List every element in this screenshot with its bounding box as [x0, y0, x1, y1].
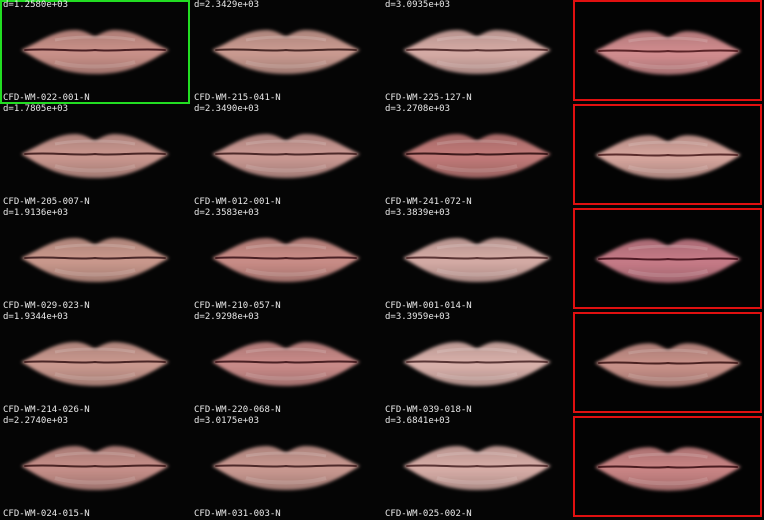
image-name-label: CFD-WM-031-003-N [194, 509, 281, 519]
image-name-label: CFD-WM-022-001-N [3, 93, 90, 103]
lip-thumbnail [397, 222, 557, 294]
image-name-label: CFD-WM-215-041-N [194, 93, 281, 103]
result-tile[interactable]: d=3.6841e+03 CFD-WM-025-002-N [382, 416, 572, 520]
lip-thumbnail [15, 326, 175, 398]
result-tile[interactable]: d=1.9344e+03 CFD-WM-214-026-N [0, 312, 190, 416]
query-image-tile[interactable] [573, 208, 762, 309]
image-name-label: CFD-WM-024-015-N [3, 509, 90, 519]
result-tile[interactable]: d=3.2708e+03 CFD-WM-241-072-N [382, 104, 572, 208]
image-name-label: CFD-WM-039-018-N [385, 405, 472, 415]
result-tile[interactable]: d=2.3583e+03 CFD-WM-210-057-N [191, 208, 381, 312]
lip-thumbnail [15, 222, 175, 294]
distance-label: d=1.2580e+03 [3, 0, 69, 10]
image-name-label: CFD-WM-220-068-N [194, 405, 281, 415]
lip-thumbnail [206, 14, 366, 86]
lip-thumbnail [15, 118, 175, 190]
result-tile[interactable]: d=2.2740e+03 CFD-WM-024-015-N [0, 416, 190, 520]
distance-label: d=3.3959e+03 [385, 312, 451, 322]
lip-thumbnail [206, 326, 366, 398]
lip-thumbnail [206, 118, 366, 190]
result-tile[interactable]: d=1.7805e+03 CFD-WM-205-007-N [0, 104, 190, 208]
distance-label: d=2.3490e+03 [194, 104, 260, 114]
result-tile[interactable]: d=2.3429e+03 CFD-WM-215-041-N [191, 0, 381, 104]
distance-label: d=2.9298e+03 [194, 312, 260, 322]
distance-label: d=2.2740e+03 [3, 416, 69, 426]
result-tile[interactable]: d=2.3490e+03 CFD-WM-012-001-N [191, 104, 381, 208]
lip-thumbnail [397, 118, 557, 190]
image-name-label: CFD-WM-210-057-N [194, 301, 281, 311]
image-name-label: CFD-WM-012-001-N [194, 197, 281, 207]
lip-thumbnail [397, 326, 557, 398]
distance-label: d=1.7805e+03 [3, 104, 69, 114]
image-name-label: CFD-WM-214-026-N [3, 405, 90, 415]
image-name-label: CFD-WM-001-014-N [385, 301, 472, 311]
result-tile[interactable]: d=1.2580e+03 CFD-WM-022-001-N [0, 0, 190, 104]
query-lip-thumbnail [589, 222, 747, 296]
distance-label: d=3.0935e+03 [385, 0, 451, 10]
distance-label: d=2.3429e+03 [194, 0, 260, 10]
image-name-label: CFD-WM-225-127-N [385, 93, 472, 103]
image-name-label: CFD-WM-025-002-N [385, 509, 472, 519]
image-name-label: CFD-WM-205-007-N [3, 197, 90, 207]
query-image-tile[interactable] [573, 104, 762, 205]
result-tile[interactable]: d=3.0935e+03 CFD-WM-225-127-N [382, 0, 572, 104]
result-tile[interactable]: d=3.0175e+03 CFD-WM-031-003-N [191, 416, 381, 520]
distance-label: d=3.2708e+03 [385, 104, 451, 114]
query-lip-thumbnail [589, 430, 747, 504]
distance-label: d=1.9344e+03 [3, 312, 69, 322]
query-lip-thumbnail [589, 118, 747, 192]
query-image-tile[interactable] [573, 312, 762, 413]
result-tile[interactable]: d=2.9298e+03 CFD-WM-220-068-N [191, 312, 381, 416]
distance-label: d=2.3583e+03 [194, 208, 260, 218]
query-lip-thumbnail [589, 14, 747, 88]
query-lip-thumbnail [589, 326, 747, 400]
image-name-label: CFD-WM-029-023-N [3, 301, 90, 311]
lip-thumbnail [206, 430, 366, 502]
result-tile[interactable]: d=1.9136e+03 CFD-WM-029-023-N [0, 208, 190, 312]
query-image-tile[interactable] [573, 0, 762, 101]
lip-thumbnail [397, 14, 557, 86]
lip-thumbnail [15, 430, 175, 502]
lip-thumbnail [15, 14, 175, 86]
lip-thumbnail [397, 430, 557, 502]
distance-label: d=3.6841e+03 [385, 416, 451, 426]
distance-label: d=3.0175e+03 [194, 416, 260, 426]
distance-label: d=1.9136e+03 [3, 208, 69, 218]
lip-thumbnail [206, 222, 366, 294]
result-tile[interactable]: d=3.3959e+03 CFD-WM-039-018-N [382, 312, 572, 416]
distance-label: d=3.3839e+03 [385, 208, 451, 218]
image-name-label: CFD-WM-241-072-N [385, 197, 472, 207]
query-image-tile[interactable] [573, 416, 762, 517]
result-tile[interactable]: d=3.3839e+03 CFD-WM-001-014-N [382, 208, 572, 312]
